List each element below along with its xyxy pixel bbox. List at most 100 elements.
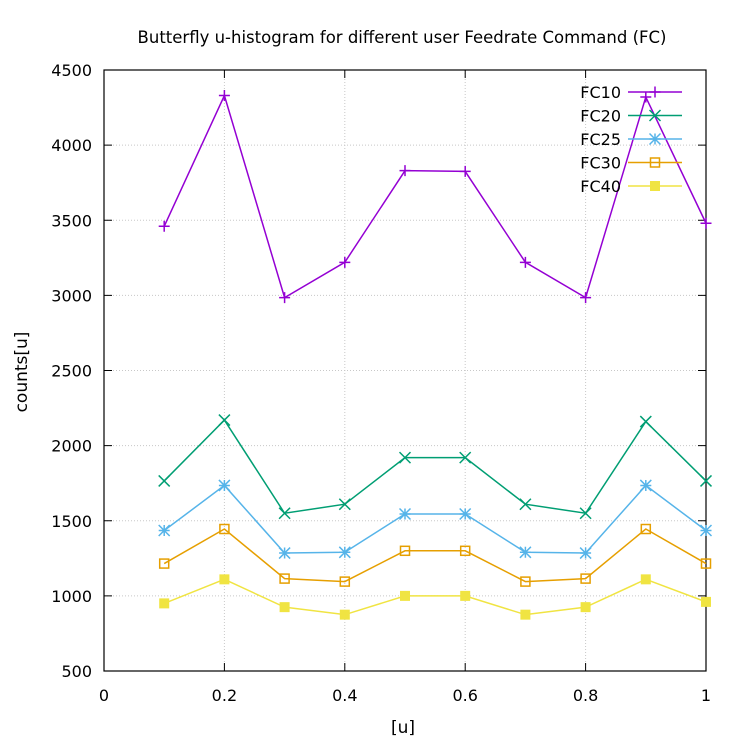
y-tick-label: 1500 [51, 512, 92, 531]
data-point [519, 546, 532, 559]
x-tick-label: 0.2 [212, 686, 237, 705]
data-point [399, 165, 411, 177]
plus-marker [459, 165, 471, 177]
data-point [699, 474, 713, 487]
cross-marker [519, 498, 532, 511]
data-point [459, 545, 471, 557]
y-tick-label: 3000 [51, 286, 92, 305]
open-square-marker [219, 523, 230, 535]
data-point [639, 479, 652, 492]
x-tick-label: 0 [99, 686, 109, 705]
data-point [579, 507, 592, 520]
data-point [650, 181, 660, 191]
open-square-marker [580, 573, 591, 584]
cross-marker [579, 507, 592, 520]
x-tick-label: 1 [701, 686, 711, 705]
data-point [279, 292, 291, 304]
cross-marker [338, 498, 351, 511]
open-square-marker [399, 545, 411, 557]
x-axis-label: [u] [391, 718, 415, 738]
cross-marker [278, 507, 291, 520]
plus-marker [580, 292, 592, 304]
series-fc25 [158, 479, 713, 560]
data-point [520, 576, 531, 587]
data-point [278, 547, 291, 560]
filled-square-marker [219, 574, 230, 585]
data-point [218, 90, 230, 102]
x-tick-label: 0.6 [452, 686, 477, 705]
y-tick-label: 3500 [51, 211, 92, 230]
filled-square-marker [520, 609, 531, 620]
legend-label: FC20 [580, 107, 621, 126]
data-point [460, 590, 471, 601]
cross-marker [648, 109, 662, 122]
filled-square-marker [460, 590, 471, 601]
cross-marker [699, 474, 713, 487]
data-point [580, 573, 591, 584]
y-tick-label: 2000 [51, 437, 92, 456]
open-square-marker [339, 576, 351, 587]
data-point [279, 602, 290, 613]
filled-square-marker [640, 574, 651, 585]
open-square-marker [640, 523, 652, 535]
legend: FC10 FC20 FC25 FC30 FC40 [580, 83, 682, 196]
data-point [338, 498, 351, 511]
filled-square-marker [279, 602, 290, 613]
data-point [158, 474, 171, 487]
filled-square-marker [580, 602, 591, 613]
legend-item-fc10: FC10 [580, 83, 682, 102]
data-point [459, 507, 472, 521]
series-line [163, 528, 707, 583]
plus-marker [279, 292, 291, 304]
star-marker [218, 479, 231, 492]
plus-marker [399, 165, 411, 177]
data-point [279, 573, 290, 584]
star-marker [648, 132, 662, 146]
data-point [338, 546, 351, 559]
plus-marker [218, 90, 230, 102]
open-square-marker [649, 157, 661, 168]
data-point [639, 415, 652, 428]
data-point [278, 507, 291, 520]
open-square-marker [520, 576, 531, 587]
x-tick-label: 0.4 [332, 686, 357, 705]
legend-item-fc30: FC30 [580, 154, 682, 173]
star-marker [398, 507, 412, 521]
data-point [339, 609, 350, 620]
grid-lines [104, 70, 706, 671]
star-marker [459, 507, 472, 521]
data-point [339, 256, 351, 268]
legend-label: FC25 [580, 130, 621, 149]
legend-item-fc40: FC40 [580, 177, 682, 196]
y-axis-label: counts[u] [12, 332, 32, 413]
data-point [219, 574, 230, 585]
legend-label: FC40 [580, 177, 621, 196]
data-point [519, 498, 532, 511]
star-marker [278, 547, 291, 560]
data-point [519, 256, 531, 268]
legend-item-fc20: FC20 [580, 107, 682, 126]
chart-title: Butterfly u-histogram for different user… [138, 28, 667, 47]
plus-marker [339, 256, 351, 268]
data-point [580, 602, 591, 613]
open-square-marker [459, 545, 471, 557]
data-point [580, 292, 592, 304]
data-point [649, 157, 661, 168]
y-tick-label: 500 [61, 662, 92, 681]
legend-label: FC30 [580, 154, 621, 173]
data-point [158, 524, 171, 537]
data-point [520, 609, 531, 620]
y-tick-label: 4000 [51, 136, 92, 155]
data-point [399, 545, 411, 557]
cross-marker [158, 474, 171, 487]
series-line [163, 484, 707, 554]
data-point [648, 109, 662, 122]
series-layer [158, 90, 713, 620]
open-square-marker [158, 558, 170, 569]
data-point [459, 451, 472, 464]
data-point [648, 132, 662, 146]
data-point [158, 558, 170, 569]
data-point [701, 596, 711, 607]
data-point [398, 507, 412, 521]
